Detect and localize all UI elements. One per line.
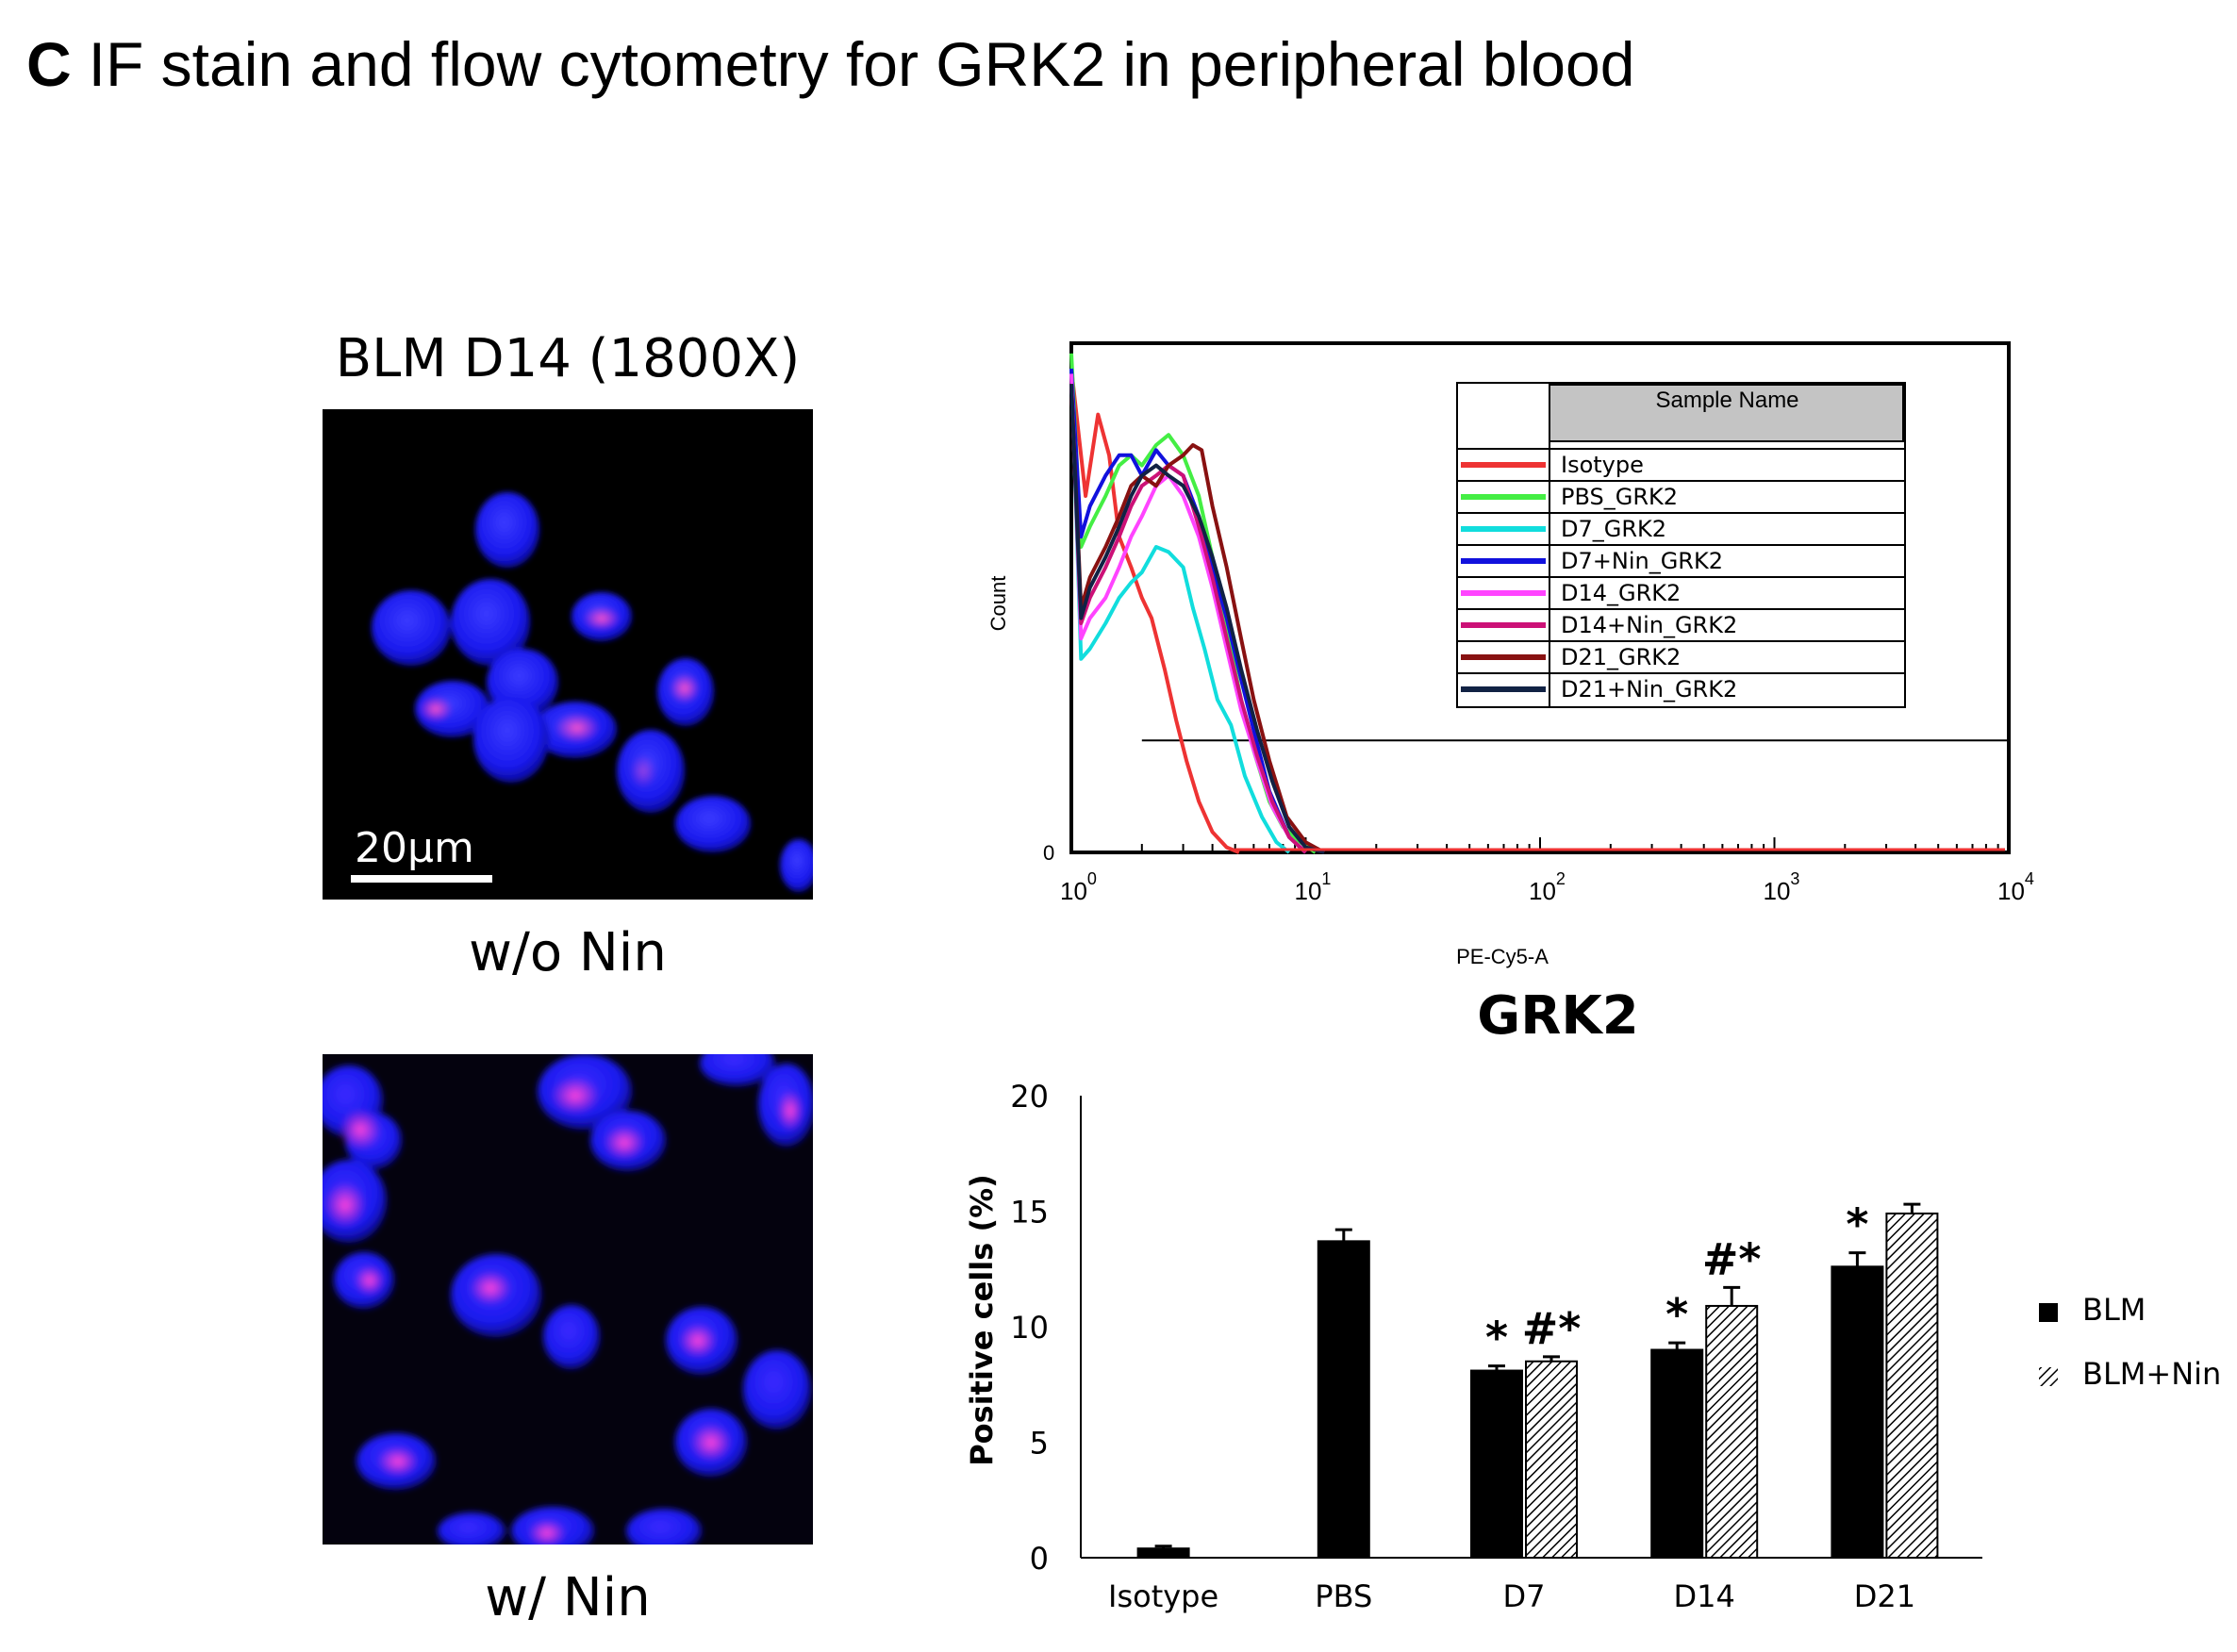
x-tick-label: 100: [1060, 869, 1097, 905]
y-axis-label: Positive cells (%): [964, 1174, 1000, 1466]
x-tick-label: PBS: [1315, 1578, 1372, 1614]
significance-mark: *: [1485, 1313, 1508, 1363]
histogram-curve: [1069, 384, 1307, 854]
bar: [1705, 1304, 1759, 1559]
micrograph-without-nin: 20µm: [323, 409, 813, 900]
x-tick-label: 102: [1529, 869, 1566, 905]
legend-entry: D14+Nin_GRK2: [1561, 612, 1737, 638]
micrograph-with-nin: [323, 1054, 813, 1545]
significance-mark: #*: [1702, 1233, 1762, 1284]
histogram-curve: [1069, 384, 1325, 854]
x-tick-label: 104: [1997, 869, 2034, 905]
histogram-curve: [1069, 368, 1307, 854]
scale-bar: [351, 875, 492, 883]
y-tick-label: 20: [1010, 1079, 1049, 1115]
panel-title-text: IF stain and flow cytometry for GRK2 in …: [88, 29, 1635, 99]
bar-chart-title: GRK2: [1477, 985, 1638, 1047]
significance-mark: *: [1665, 1289, 1688, 1340]
x-tick-label: Isotype: [1108, 1578, 1218, 1614]
panel-title: C IF stain and flow cytometry for GRK2 in…: [26, 28, 1634, 100]
bar: [1885, 1212, 1939, 1559]
significance-mark: #*: [1522, 1303, 1582, 1354]
x-tick-label: D14: [1674, 1578, 1735, 1614]
legend-entry: D21_GRK2: [1561, 644, 1681, 670]
bar-legend: BLM BLM+Nin: [2039, 1292, 2221, 1392]
legend-entry: D14_GRK2: [1561, 580, 1681, 606]
histogram-legend: Sample Name Isotype PBS_GRK2 D7_GRK2 D7+Nin_…: [1456, 382, 1906, 708]
y-tick-label: 0: [1030, 1541, 1049, 1577]
legend-entry: BLM+Nin: [2082, 1356, 2221, 1392]
legend-entry: PBS_GRK2: [1561, 484, 1678, 510]
x-tick-label: 103: [1764, 869, 1800, 905]
histogram-curve: [1069, 353, 1317, 854]
legend-entry: D7_GRK2: [1561, 516, 1666, 542]
bar: [1831, 1265, 1884, 1560]
y-tick-label: 15: [1010, 1195, 1049, 1231]
legend-swatch: [2039, 1367, 2058, 1386]
legend-header-cell: [1549, 384, 1904, 442]
histogram-curve: [1069, 384, 1326, 854]
y-axis-label: Count: [986, 576, 1010, 632]
bar: [1317, 1240, 1370, 1559]
panel-letter: C: [26, 29, 72, 99]
bar: [1525, 1360, 1578, 1559]
histogram-curve: [1069, 373, 1307, 854]
y-tick-label: 5: [1030, 1426, 1049, 1462]
legend-entry: D7+Nin_GRK2: [1561, 548, 1723, 574]
x-tick-label: D7: [1503, 1578, 1546, 1614]
legend-entry: BLM: [2082, 1292, 2146, 1328]
x-tick-label: D21: [1854, 1578, 1915, 1614]
bar: [1136, 1547, 1190, 1559]
legend-swatch: [2039, 1303, 2058, 1322]
micrograph-bottom-caption: w/ Nin: [485, 1567, 651, 1628]
y-tick-label: 0: [1043, 841, 1054, 865]
micrograph-top-title: BLM D14 (1800X): [335, 328, 801, 389]
histogram-curve: [1069, 368, 1240, 854]
significance-mark: *: [1846, 1199, 1868, 1250]
legend-frame: [1456, 382, 1906, 708]
micrograph-top-caption: w/o Nin: [469, 922, 667, 983]
bar: [1650, 1348, 1704, 1559]
scale-bar-label: 20µm: [355, 824, 474, 872]
legend-entry: Isotype: [1561, 452, 1644, 478]
x-tick-label: 101: [1295, 869, 1332, 905]
x-axis-label: PE-Cy5-A: [1456, 945, 1549, 968]
bar: [1470, 1369, 1523, 1560]
histogram-curve: [1069, 368, 1291, 854]
legend-entry: D21+Nin_GRK2: [1561, 676, 1737, 702]
y-tick-label: 10: [1010, 1310, 1049, 1346]
legend-header: Sample Name: [1655, 388, 1798, 413]
histogram-frame: [1069, 341, 2011, 854]
